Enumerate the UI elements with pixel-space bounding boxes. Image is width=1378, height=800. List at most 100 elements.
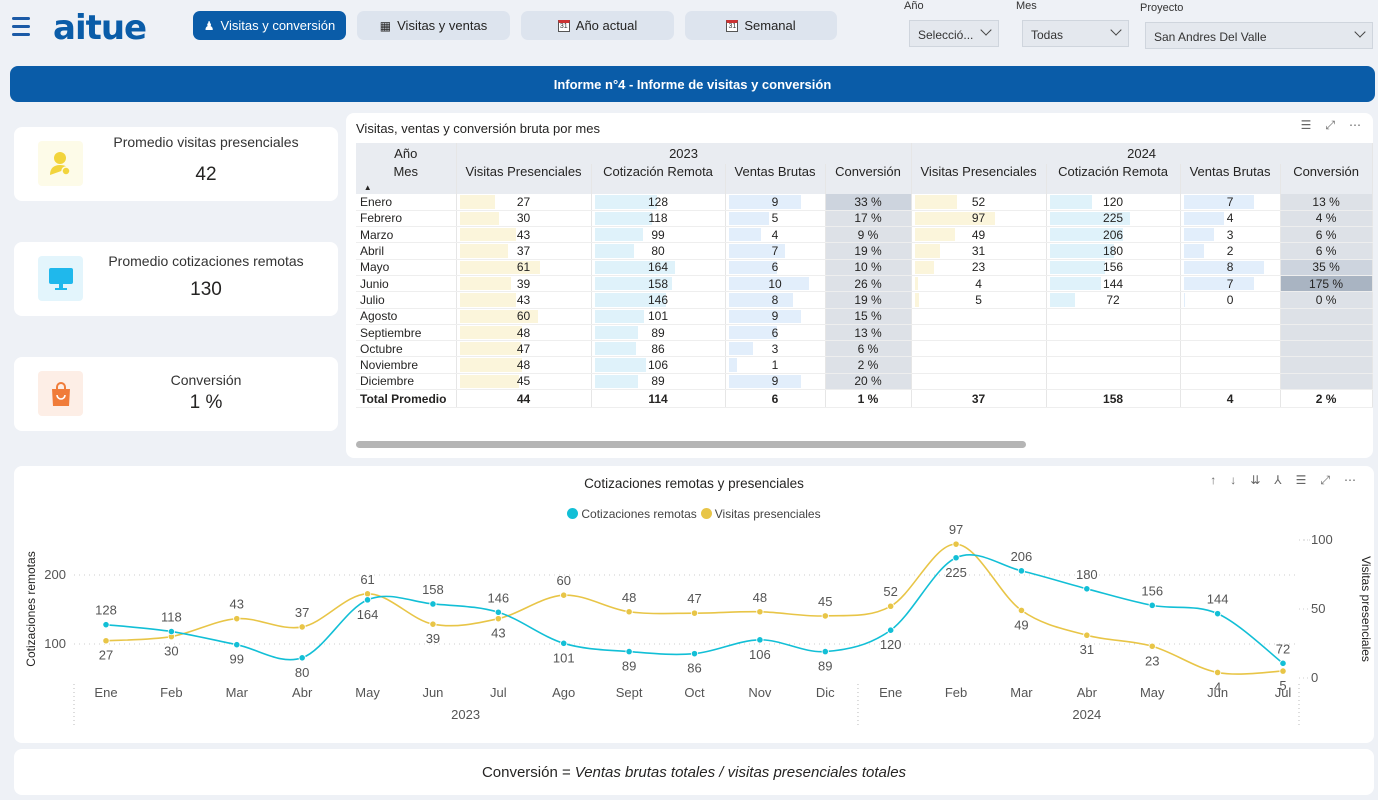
value-cell[interactable]: 3 [725, 340, 826, 358]
value-cell[interactable]: 19 % [825, 291, 912, 309]
value-cell[interactable]: 9 % [825, 226, 912, 244]
horizontal-scrollbar[interactable] [356, 441, 1026, 448]
proyecto-slicer[interactable]: San Andres Del Valle [1145, 22, 1373, 49]
value-cell[interactable]: 120 [1046, 194, 1181, 211]
value-cell[interactable]: 9 [725, 373, 826, 391]
expand-all-icon[interactable]: ⇊ [1250, 473, 1261, 487]
value-cell[interactable]: 6 % [1280, 242, 1373, 260]
value-cell[interactable]: 97 [911, 210, 1047, 228]
value-cell[interactable]: 1 [725, 356, 826, 374]
menu-icon[interactable] [12, 17, 30, 39]
value-cell[interactable]: 4 [911, 275, 1047, 293]
value-cell[interactable] [1046, 308, 1181, 325]
value-cell[interactable]: 2 [1180, 242, 1281, 260]
value-cell[interactable]: 80 [591, 242, 726, 260]
value-cell[interactable]: 4 [725, 226, 826, 244]
col-header[interactable]: Visitas Presenciales [911, 164, 1047, 194]
col-header[interactable]: Visitas Presenciales [456, 164, 592, 194]
month-cell[interactable]: Octubre [356, 340, 457, 358]
value-cell[interactable]: 4 [1180, 210, 1281, 228]
value-cell[interactable] [911, 308, 1047, 325]
value-cell[interactable] [1280, 340, 1373, 358]
col-header[interactable]: Conversión [1280, 164, 1373, 194]
value-cell[interactable]: 2 % [825, 356, 912, 374]
value-cell[interactable]: 44 [456, 389, 592, 409]
month-cell[interactable]: Enero [356, 194, 457, 211]
filter-icon[interactable]: ☰ [1300, 118, 1312, 132]
value-cell[interactable] [1046, 356, 1181, 374]
nav-semanal-button[interactable]: 31 Semanal [685, 11, 837, 40]
value-cell[interactable] [1046, 373, 1181, 391]
value-cell[interactable]: 19 % [825, 242, 912, 260]
value-cell[interactable]: 4 [1180, 389, 1281, 409]
value-cell[interactable]: 6 % [1280, 226, 1373, 244]
value-cell[interactable]: 89 [591, 324, 726, 342]
value-cell[interactable]: 144 [1046, 275, 1181, 293]
month-cell[interactable]: Mayo [356, 259, 457, 276]
month-cell[interactable]: Septiembre [356, 324, 457, 342]
col-header[interactable]: Cotización Remota [1046, 164, 1181, 194]
value-cell[interactable]: 30 [456, 210, 592, 228]
value-cell[interactable]: 6 [725, 389, 826, 409]
value-cell[interactable]: 9 [725, 194, 826, 211]
legend-item[interactable]: Visitas presenciales [700, 507, 821, 521]
value-cell[interactable]: 60 [456, 308, 592, 325]
value-cell[interactable]: 7 [725, 242, 826, 260]
drill-down-icon[interactable]: ↓ [1230, 473, 1237, 487]
month-cell[interactable]: Febrero [356, 210, 457, 228]
value-cell[interactable]: 61 [456, 259, 592, 276]
value-cell[interactable]: 13 % [1280, 194, 1373, 211]
value-cell[interactable]: 6 [725, 259, 826, 276]
value-cell[interactable] [1180, 308, 1281, 325]
month-cell[interactable]: Noviembre [356, 356, 457, 374]
month-cell[interactable]: Agosto [356, 308, 457, 325]
value-cell[interactable] [911, 324, 1047, 342]
more-options-icon[interactable]: ⋯ [1344, 473, 1356, 487]
nav-visitas-ventas-button[interactable]: ▦ Visitas y ventas [357, 11, 510, 40]
more-options-icon[interactable]: ⋯ [1349, 118, 1361, 132]
value-cell[interactable]: 0 % [1280, 291, 1373, 309]
focus-mode-icon[interactable]: ⤢ [1325, 118, 1335, 132]
month-cell[interactable]: Abril [356, 242, 457, 260]
nav-visitas-conversion-button[interactable]: ♟ Visitas y conversión [193, 11, 346, 40]
value-cell[interactable]: 15 % [825, 308, 912, 325]
value-cell[interactable] [1180, 324, 1281, 342]
value-cell[interactable]: 225 [1046, 210, 1181, 228]
value-cell[interactable] [911, 340, 1047, 358]
value-cell[interactable]: 5 [911, 291, 1047, 309]
value-cell[interactable] [1180, 373, 1281, 391]
month-cell[interactable]: Diciembre [356, 373, 457, 391]
value-cell[interactable]: 146 [591, 291, 726, 309]
value-cell[interactable]: 33 % [825, 194, 912, 211]
value-cell[interactable]: 7 [1180, 275, 1281, 293]
value-cell[interactable]: 8 [725, 291, 826, 309]
value-cell[interactable]: 1 % [825, 389, 912, 409]
value-cell[interactable]: 26 % [825, 275, 912, 293]
drill-up-icon[interactable]: ↑ [1210, 473, 1217, 487]
value-cell[interactable]: 206 [1046, 226, 1181, 244]
value-cell[interactable]: 35 % [1280, 259, 1373, 276]
value-cell[interactable]: 0 [1180, 291, 1281, 309]
value-cell[interactable]: 39 [456, 275, 592, 293]
value-cell[interactable]: 45 [456, 373, 592, 391]
col-header[interactable]: Ventas Brutas [725, 164, 826, 194]
value-cell[interactable]: 72 [1046, 291, 1181, 309]
value-cell[interactable]: 17 % [825, 210, 912, 228]
value-cell[interactable]: 37 [911, 389, 1047, 409]
value-cell[interactable]: 106 [591, 356, 726, 374]
value-cell[interactable]: 156 [1046, 259, 1181, 276]
value-cell[interactable]: 43 [456, 226, 592, 244]
value-cell[interactable]: 48 [456, 324, 592, 342]
col-header[interactable]: Cotización Remota [591, 164, 726, 194]
value-cell[interactable]: 9 [725, 308, 826, 325]
value-cell[interactable]: 8 [1180, 259, 1281, 276]
value-cell[interactable]: 52 [911, 194, 1047, 211]
value-cell[interactable]: 158 [591, 275, 726, 293]
nav-anio-actual-button[interactable]: 31 Año actual [521, 11, 674, 40]
value-cell[interactable]: 99 [591, 226, 726, 244]
value-cell[interactable]: 47 [456, 340, 592, 358]
focus-mode-icon[interactable]: ⤢ [1320, 473, 1330, 487]
value-cell[interactable] [1280, 308, 1373, 325]
value-cell[interactable]: 7 [1180, 194, 1281, 211]
value-cell[interactable] [1280, 324, 1373, 342]
